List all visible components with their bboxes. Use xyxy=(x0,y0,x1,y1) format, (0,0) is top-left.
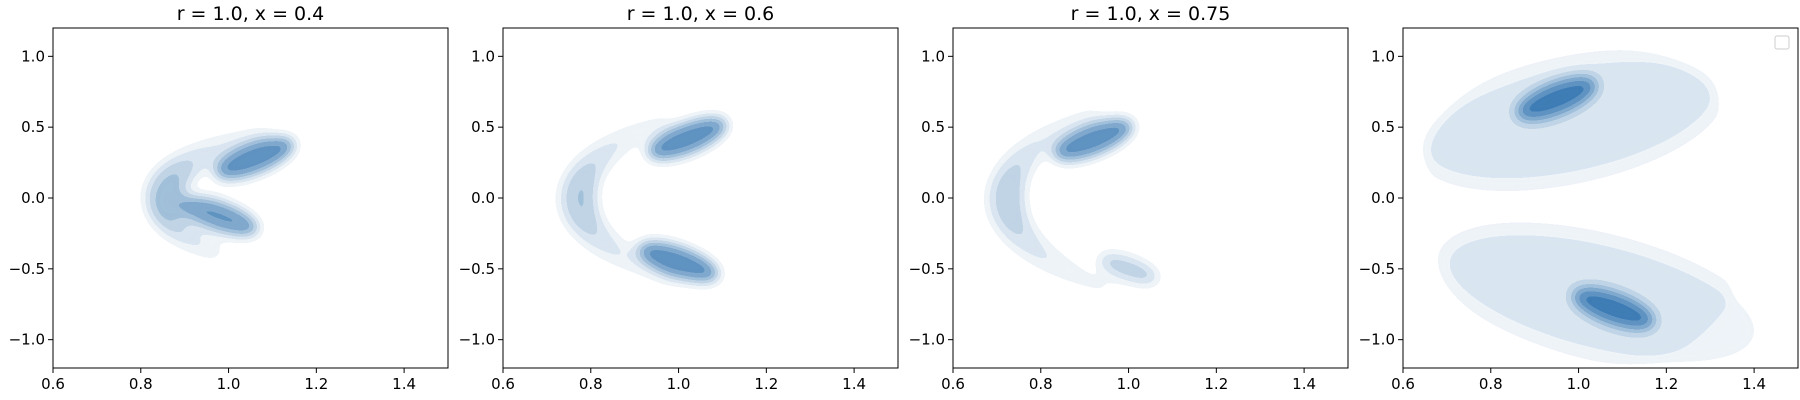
density-blob xyxy=(1097,278,1120,301)
x-tick-label: 0.8 xyxy=(1029,375,1053,393)
density-mode xyxy=(213,136,297,181)
y-tick-label: −1.0 xyxy=(1359,331,1395,349)
x-tick-label: 1.4 xyxy=(842,375,866,393)
y-tick-label: 0.0 xyxy=(921,189,945,207)
y-tick-label: 0.0 xyxy=(21,189,45,207)
density-halo xyxy=(1422,57,1717,183)
x-tick-label: 1.4 xyxy=(1742,375,1766,393)
density-mode xyxy=(1571,287,1656,330)
density-contours xyxy=(555,109,729,290)
x-tick-label: 0.8 xyxy=(129,375,153,393)
y-tick-label: 1.0 xyxy=(21,47,45,65)
density-mode xyxy=(1515,76,1598,122)
x-tick-label: 0.8 xyxy=(579,375,603,393)
y-tick-label: −1.0 xyxy=(459,331,495,349)
legend-box xyxy=(1774,35,1790,50)
y-tick-label: 0.5 xyxy=(471,118,495,136)
x-tick-label: 1.4 xyxy=(1292,375,1316,393)
density-contours xyxy=(142,122,297,265)
y-tick-label: 0.5 xyxy=(1371,118,1395,136)
y-tick-label: 0.0 xyxy=(1371,189,1395,207)
axis-ticks: 0.6 0.8 1.0 1.2 1.4 1.0 0.5 0.0 −0.5 −1.0 xyxy=(909,47,1316,393)
density-mode xyxy=(179,195,260,237)
x-tick-label: 1.2 xyxy=(1654,375,1678,393)
panel-1: r = 1.0, x = 0.4 0.6 0.8 1.0 1.2 1.41.00.50.… xyxy=(9,3,449,393)
x-tick-label: 1.0 xyxy=(667,375,691,393)
density-mode xyxy=(646,116,729,161)
axis-ticks: 0.6 0.8 1.0 1.2 1.4 1.0 0.5 0.0 −0.5 −1.0 xyxy=(1359,47,1766,393)
x-tick-label: 1.2 xyxy=(754,375,778,393)
y-tick-label: −0.5 xyxy=(1359,260,1395,278)
plot-frame xyxy=(52,27,449,369)
density-blob xyxy=(207,242,230,265)
density-contours xyxy=(983,101,1160,301)
x-tick-label: 1.2 xyxy=(1204,375,1228,393)
panel-4: 0.6 0.8 1.0 1.2 1.4 1.0 0.5 0.0 −0.5 −1.0 xyxy=(1359,27,1799,393)
x-tick-label: 0.6 xyxy=(1391,375,1415,393)
y-tick-label: −0.5 xyxy=(909,260,945,278)
y-tick-label: −1.0 xyxy=(909,331,945,349)
density-mode xyxy=(1052,117,1135,163)
y-tick-label: −0.5 xyxy=(9,260,45,278)
y-tick-label: −0.5 xyxy=(459,260,495,278)
x-tick-label: 1.4 xyxy=(392,375,416,393)
panel-title: r = 1.0, x = 0.75 xyxy=(1071,3,1231,25)
y-tick-label: 1.0 xyxy=(1371,47,1395,65)
x-tick-label: 1.0 xyxy=(1567,375,1591,393)
y-tick-label: 0.0 xyxy=(471,189,495,207)
density-mode xyxy=(1097,252,1160,286)
x-tick-label: 0.6 xyxy=(491,375,515,393)
y-tick-label: 1.0 xyxy=(471,47,495,65)
x-tick-label: 0.6 xyxy=(41,375,65,393)
panel-2: r = 1.0, x = 0.6 0.6 0.8 1.0 1.2 1.41.00.50.… xyxy=(459,3,899,393)
axis-ticks: 0.6 0.8 1.0 1.2 1.4 1.0 0.5 0.0 −0.5 −1.0 xyxy=(459,47,866,393)
panel-title: r = 1.0, x = 0.6 xyxy=(627,3,775,25)
density-mode xyxy=(636,240,721,284)
x-tick-label: 1.2 xyxy=(304,375,328,393)
y-tick-label: 0.5 xyxy=(921,118,945,136)
x-tick-label: 0.6 xyxy=(941,375,965,393)
axis-ticks: 0.6 0.8 1.0 1.2 1.4 1.0 0.5 0.0 −0.5 −1.0 xyxy=(9,47,416,393)
x-tick-label: 0.8 xyxy=(1479,375,1503,393)
y-tick-label: 1.0 xyxy=(921,47,945,65)
panel-3: r = 1.0, x = 0.75 0.6 0.8 1.0 1.2 1.41.00.50… xyxy=(909,3,1349,393)
x-tick-label: 1.0 xyxy=(1117,375,1141,393)
x-tick-label: 1.0 xyxy=(217,375,241,393)
density-contours xyxy=(1417,35,1758,368)
y-tick-label: −1.0 xyxy=(9,331,45,349)
panel-title: r = 1.0, x = 0.4 xyxy=(177,3,325,25)
y-tick-label: 0.5 xyxy=(21,118,45,136)
